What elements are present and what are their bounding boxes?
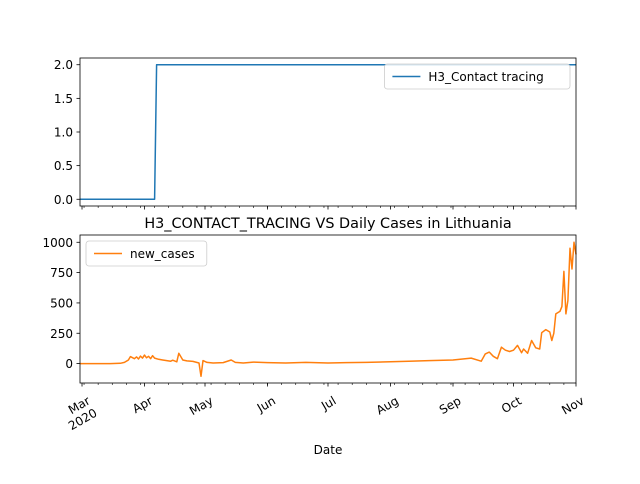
legend-label-1: new_cases [130, 247, 195, 261]
legend-box-0 [383, 63, 571, 90]
y-tick-label-1-2: 500 [50, 296, 73, 310]
y-tick-label-0-2: 1.0 [54, 126, 73, 140]
x-tick-label-1-1-0: Apr [130, 394, 155, 417]
series-line-1-0 [80, 241, 577, 378]
x-tick-label-1-3-0: Jun [254, 394, 278, 416]
y-tick-label-1-3: 750 [50, 266, 73, 280]
y-tick-label-0-3: 1.5 [54, 92, 73, 106]
y-tick-label-1-1: 250 [50, 327, 73, 341]
x-tick-label-1-4-0: Jul [318, 394, 338, 414]
x-tick-label-1-5-0: Aug [374, 394, 401, 418]
y-tick-label-0-1: 0.5 [54, 159, 73, 173]
legend-label-0: H3_Contact tracing [428, 70, 543, 84]
x-axis-label-1: Date [314, 443, 343, 457]
x-tick-label-1-8-0: Nov [559, 394, 586, 418]
y-tick-label-0-0: 0.0 [54, 193, 73, 207]
y-tick-label-1-0: 0 [65, 357, 73, 371]
chart-title-1: H3_CONTACT_TRACING VS Daily Cases in Lit… [144, 216, 511, 232]
legend-box-1 [85, 240, 208, 267]
x-tick-label-1-7-0: Oct [499, 393, 524, 416]
x-tick-label-1-2-0: May [187, 394, 215, 419]
y-tick-label-1-4: 1000 [42, 236, 73, 250]
x-tick-label-1-6-0: Sep [437, 394, 464, 417]
series-line-0-0 [80, 63, 576, 201]
y-tick-label-0-4: 2.0 [54, 58, 73, 72]
